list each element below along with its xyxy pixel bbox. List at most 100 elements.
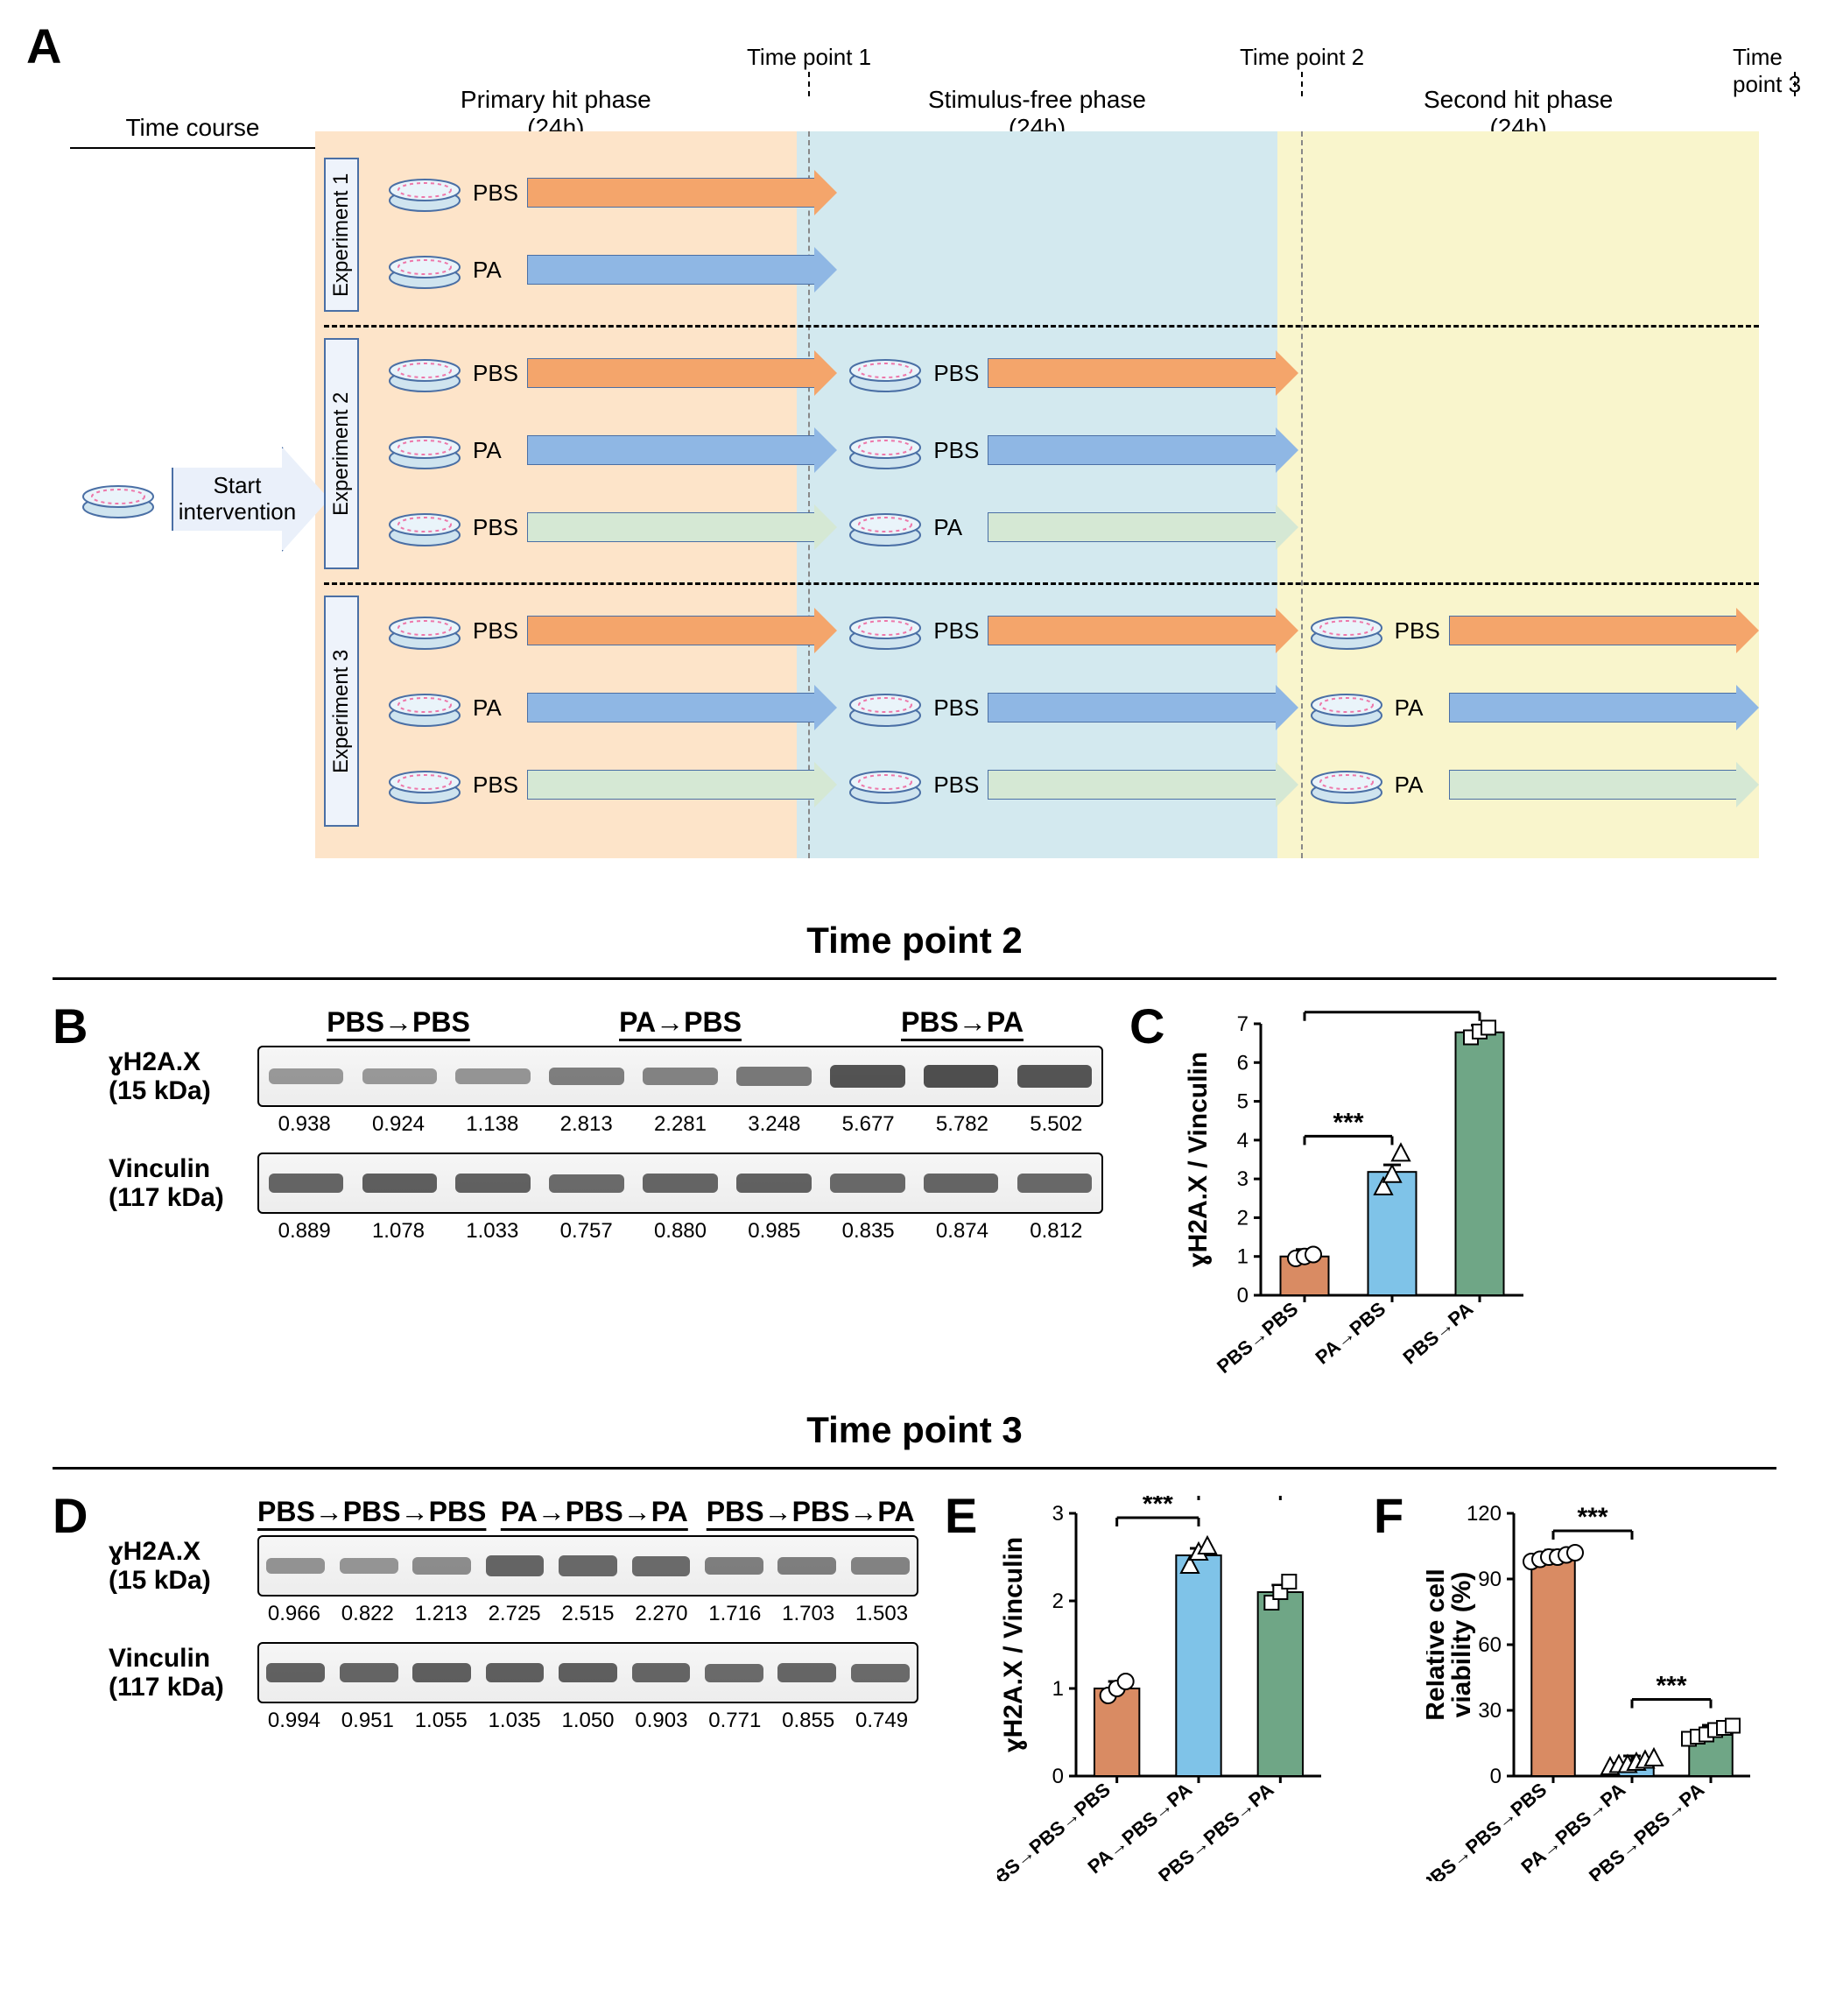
svg-text:ɣH2A.X / Vinculin: ɣH2A.X / Vinculin: [999, 1537, 1028, 1752]
blot-value: 0.835: [821, 1219, 915, 1244]
petri-dish-icon: [846, 351, 925, 395]
petri-dish-icon: [385, 428, 464, 472]
panel-C-label: C: [1129, 997, 1164, 1054]
blot-value: 0.822: [331, 1602, 404, 1626]
panel-B-label: B: [53, 997, 88, 1054]
experiment-row: PBS PBS PBS: [376, 596, 1759, 666]
svg-text:90: 90: [1478, 1568, 1502, 1591]
tp3-title: Time point 3: [18, 1409, 1811, 1451]
bar: [1531, 1557, 1575, 1776]
panel-D-label: D: [53, 1487, 88, 1544]
tp2-row: B PBS→PBSPA→PBSPBS→PAɣH2A.X(15 kDa)0.938…: [53, 1006, 1776, 1383]
start-intervention: Startintervention: [70, 447, 329, 552]
svg-text:PBS→PBS: PBS→PBS: [1213, 1298, 1302, 1378]
experiment-row: PA: [376, 235, 1759, 305]
petri-dish-icon: [79, 477, 158, 521]
blot-strip: [257, 1153, 1103, 1214]
experiment-row: PBS PBS: [376, 338, 1759, 408]
svg-text:***: ***: [1656, 1672, 1686, 1701]
experiment-label: Experiment 3: [324, 596, 359, 827]
petri-dish-icon: [385, 505, 464, 549]
blot-value: 1.055: [404, 1709, 478, 1733]
blot-value: 0.966: [257, 1602, 331, 1626]
treatment-label: PBS: [933, 617, 982, 645]
svg-text:Relative cell: Relative cell: [1426, 1568, 1450, 1720]
blot-row-label: ɣH2A.X(15 kDa): [109, 1047, 257, 1105]
divider: [53, 1467, 1776, 1470]
time-point-label: Time point 1: [747, 44, 871, 71]
blot-value: 0.924: [351, 1112, 445, 1137]
blot-value: 0.749: [845, 1709, 918, 1733]
svg-text:0: 0: [1237, 1284, 1249, 1308]
svg-text:60: 60: [1478, 1633, 1502, 1657]
blot-value: 0.903: [624, 1709, 698, 1733]
data-point: [1567, 1545, 1583, 1561]
tp2-title: Time point 2: [18, 920, 1811, 962]
blot-value: 1.033: [446, 1219, 539, 1244]
treatment-label: PBS: [933, 772, 982, 799]
blot-group-header: PBS→PBS: [257, 1006, 539, 1039]
petri-dish-icon: [1307, 686, 1386, 730]
panel-B: B PBS→PBSPA→PBSPBS→PAɣH2A.X(15 kDa)0.938…: [53, 1006, 1103, 1259]
time-point-label: Time point 3: [1733, 44, 1811, 98]
blot-group-header: PA→PBS→PA: [486, 1496, 702, 1528]
svg-text:4: 4: [1237, 1129, 1249, 1153]
blot-value: 0.874: [915, 1219, 1009, 1244]
time-course-header: Time course: [70, 114, 315, 147]
svg-text:2: 2: [1052, 1590, 1064, 1613]
treatment-label: PA: [1395, 772, 1444, 799]
blot-group-header: PA→PBS: [539, 1006, 821, 1039]
svg-text:ɣH2A.X / Vinculin: ɣH2A.X / Vinculin: [1184, 1052, 1213, 1267]
panel-A-header: Time course Primary hit phase(24h) Stimu…: [70, 44, 1759, 131]
petri-dish-icon: [385, 351, 464, 395]
blot-value: 5.782: [915, 1112, 1009, 1137]
treatment-label: PBS: [473, 180, 522, 207]
time-point-label: Time point 2: [1240, 44, 1364, 71]
blot-row-label: ɣH2A.X(15 kDa): [109, 1537, 257, 1595]
svg-text:2: 2: [1237, 1206, 1249, 1230]
blot-value: 1.213: [404, 1602, 478, 1626]
treatment-label: PA: [473, 257, 522, 284]
svg-text:0: 0: [1490, 1765, 1502, 1788]
blot-value: 1.078: [351, 1219, 445, 1244]
figure-root: A Time course Primary hit phase(24h) Sti…: [18, 18, 1811, 1881]
blot-strip: [257, 1535, 918, 1597]
panel-E: E 0123ɣH2A.X / VinculinPBS→PBS→PBSPA→PBS…: [945, 1496, 1347, 1881]
bar-chart: 01234567ɣH2A.X / VinculinPBS→PBSPA→PBSPB…: [1182, 1006, 1550, 1383]
experiment-label: Experiment 2: [324, 338, 359, 569]
svg-text:1: 1: [1237, 1245, 1249, 1269]
blot-value: 1.503: [845, 1602, 918, 1626]
blot-strip: [257, 1642, 918, 1703]
svg-text:1: 1: [1052, 1677, 1064, 1701]
treatment-label: PBS: [933, 694, 982, 722]
divider: [53, 977, 1776, 980]
blot-value: 2.281: [633, 1112, 727, 1137]
treatment-label: PA: [933, 514, 982, 541]
blot-value: 0.889: [257, 1219, 351, 1244]
panel-F-label: F: [1374, 1487, 1403, 1544]
blot-value: 0.951: [331, 1709, 404, 1733]
svg-text:7: 7: [1237, 1012, 1249, 1036]
blot-value: 3.248: [728, 1112, 821, 1137]
treatment-label: PA: [473, 694, 522, 722]
panel-C: C 01234567ɣH2A.X / VinculinPBS→PBSPA→PBS…: [1129, 1006, 1550, 1383]
petri-dish-icon: [1307, 609, 1386, 652]
blot-value: 2.725: [478, 1602, 552, 1626]
data-point: [1282, 1575, 1296, 1589]
blot-group-header: PBS→PA: [821, 1006, 1103, 1039]
panel-A-label: A: [26, 18, 61, 74]
data-point: [1726, 1719, 1740, 1733]
panel-E-label: E: [945, 1487, 977, 1544]
panel-F: F 0306090120Relative cellviability (%)PB…: [1374, 1496, 1776, 1881]
blot-row-label: Vinculin(117 kDa): [109, 1644, 257, 1702]
blot-value: 1.138: [446, 1112, 539, 1137]
start-arrow: Startintervention: [172, 447, 329, 552]
blot-value: 1.703: [771, 1602, 845, 1626]
experiment-row: PA PBS PA: [376, 673, 1759, 743]
panel-D: D PBS→PBS→PBSPA→PBS→PAPBS→PBS→PAɣH2A.X(1…: [53, 1496, 918, 1749]
petri-dish-icon: [846, 428, 925, 472]
blot-value: 0.812: [1009, 1219, 1103, 1244]
blot-value: 0.771: [698, 1709, 771, 1733]
treatment-label: PBS: [1395, 617, 1444, 645]
blot-value: 1.050: [552, 1709, 625, 1733]
